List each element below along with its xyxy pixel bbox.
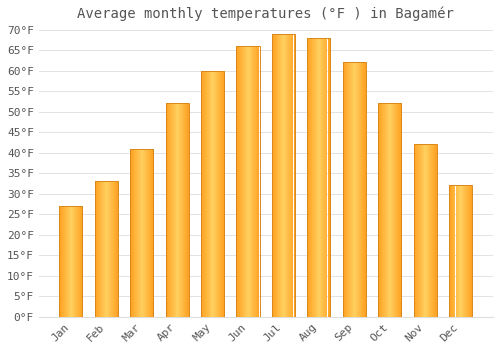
Bar <box>130 148 154 317</box>
Bar <box>342 62 365 317</box>
Bar <box>201 71 224 317</box>
Bar <box>308 38 330 317</box>
Bar <box>378 103 401 317</box>
Bar <box>449 186 472 317</box>
Bar <box>236 46 260 317</box>
Bar <box>166 103 188 317</box>
Bar <box>414 145 436 317</box>
Bar <box>95 181 118 317</box>
Bar <box>60 206 82 317</box>
Bar <box>272 34 295 317</box>
Title: Average monthly temperatures (°F ) in Bagamér: Average monthly temperatures (°F ) in Ba… <box>78 7 454 21</box>
